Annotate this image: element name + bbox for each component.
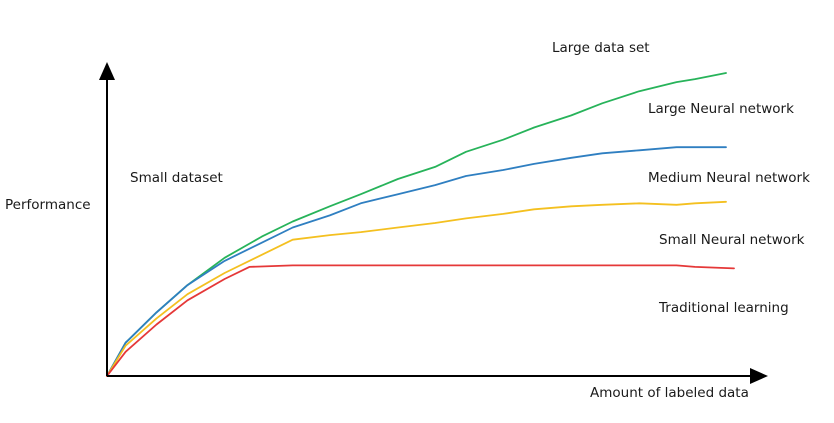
- y-axis-label: Performance: [5, 197, 91, 213]
- x-axis-label: Amount of labeled data: [590, 385, 749, 401]
- series-line-traditional-learning: [106, 264, 735, 377]
- series-label-large-neural-network: Large Neural network: [648, 101, 794, 117]
- series-line-small-neural-network: [106, 200, 727, 377]
- series-label-small-neural-network: Small Neural network: [659, 232, 805, 248]
- series-label-traditional-learning: Traditional learning: [658, 300, 789, 316]
- series-label-medium-neural-network: Medium Neural network: [648, 170, 810, 186]
- series-line-medium-neural-network: [106, 146, 727, 377]
- series-layer: [106, 72, 735, 377]
- large-dataset-annotation: Large data set: [552, 40, 650, 56]
- small-dataset-annotation: Small dataset: [130, 170, 223, 186]
